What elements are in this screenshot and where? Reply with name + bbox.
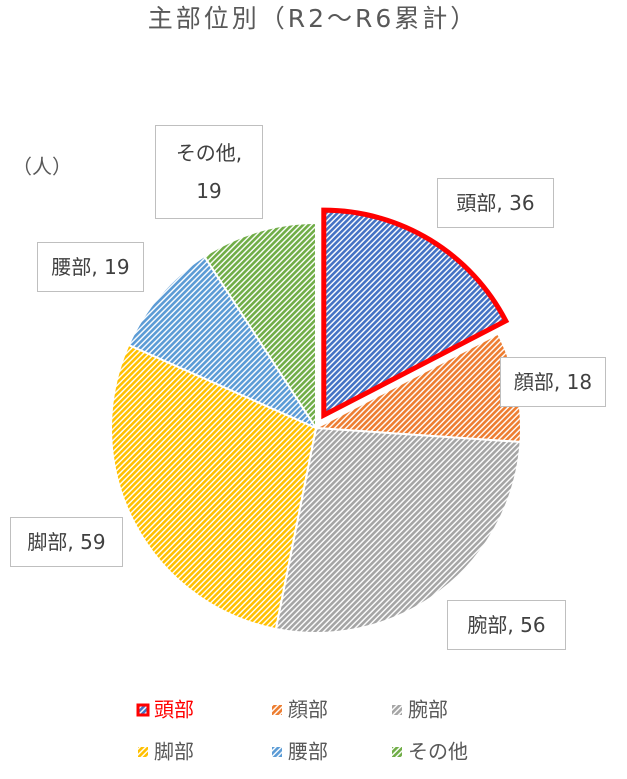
data-label: その他, 19	[155, 125, 263, 219]
legend-swatch	[138, 747, 148, 757]
data-label: 頭部, 36	[437, 178, 554, 228]
legend-swatch	[272, 747, 282, 757]
data-label: 顔部, 18	[500, 357, 606, 407]
pie-slice	[202, 221, 317, 432]
pie-slice	[274, 426, 522, 634]
legend-label: その他	[408, 740, 468, 764]
legend-swatch	[392, 705, 402, 715]
legend-swatch	[392, 747, 402, 757]
legend-label: 腰部	[288, 740, 328, 764]
data-label: 腰部, 19	[37, 242, 144, 292]
pie-slice	[127, 254, 319, 431]
data-label: 腕部, 56	[447, 600, 566, 650]
chart-title: 主部位別（R2～R6累計）	[148, 4, 479, 33]
data-label: 脚部, 59	[10, 517, 123, 567]
unit-annotation: （人）	[12, 155, 72, 179]
pie-slice	[321, 207, 510, 420]
legend-swatch	[136, 703, 150, 717]
legend-label: 顔部	[288, 698, 328, 722]
legend-label: 腕部	[408, 698, 448, 722]
pie-slice	[110, 343, 318, 631]
legend-swatch	[272, 705, 282, 715]
legend-label: 脚部	[154, 740, 194, 764]
legend-label: 頭部	[154, 698, 194, 722]
